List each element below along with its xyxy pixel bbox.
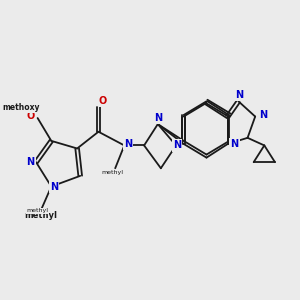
Text: N: N (154, 113, 163, 123)
Text: methyl: methyl (101, 170, 123, 175)
Text: N: N (235, 90, 243, 100)
Text: N: N (50, 182, 59, 191)
Text: N: N (173, 140, 181, 150)
Text: N: N (124, 139, 132, 149)
Text: O: O (99, 96, 107, 106)
Text: O: O (27, 111, 35, 121)
Text: methyl: methyl (27, 208, 49, 213)
Text: N: N (259, 110, 267, 120)
Text: methoxy: methoxy (2, 103, 40, 112)
Text: N: N (230, 139, 238, 149)
Text: N: N (26, 157, 35, 167)
Text: methyl: methyl (24, 211, 57, 220)
